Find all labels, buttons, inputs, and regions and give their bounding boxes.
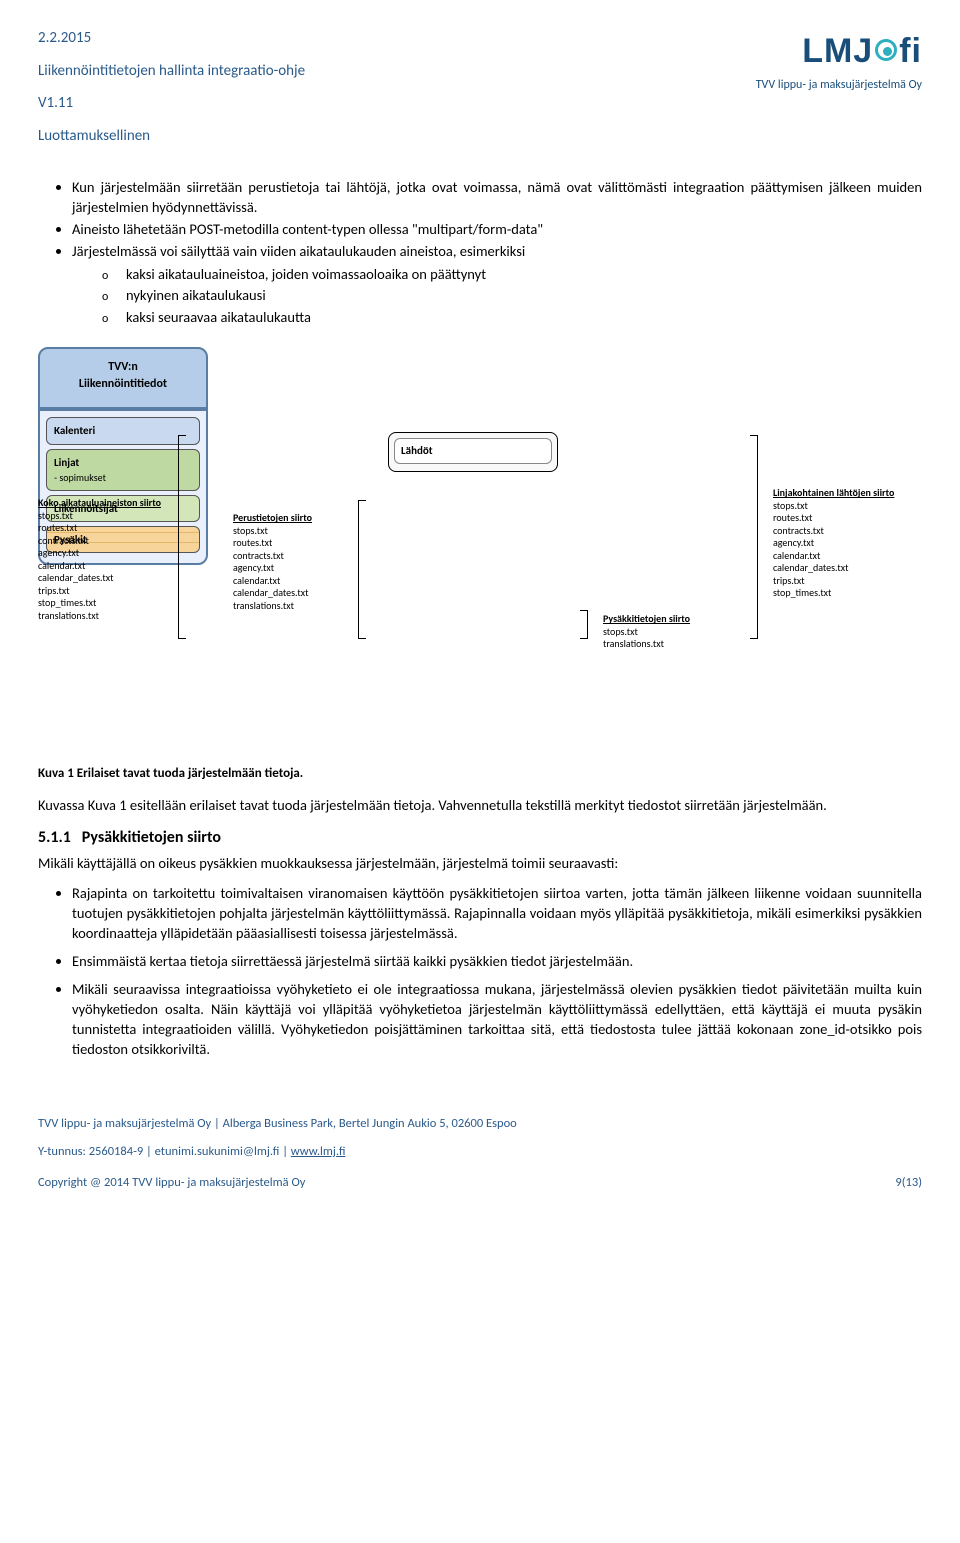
lahdot-label: Lähdöt [394,438,552,463]
sub-bullet: nykyinen aikataulukausi [102,285,922,306]
main-title-line1: TVV:n [108,360,138,374]
doc-title: Liikennöintitietojen hallinta integraati… [38,61,305,82]
header-meta: 2.2.2015 Liikennöintitietojen hallinta i… [38,28,305,159]
logo: LMJ fi TVV lippu- ja maksujärjestelmä Oy [756,28,922,159]
body-bullet: Rajapinta on tarkoitettu toimivaltaisen … [72,883,922,943]
kalenteri-box: Kalenteri [46,417,200,444]
section-heading: 5.1.1 Pysäkkitietojen siirto [38,827,922,849]
body-bullet: Mikäli seuraavissa integraatioissa vyöhy… [72,979,922,1059]
body-bullet-list: Rajapinta on tarkoitettu toimivaltaisen … [38,883,922,1059]
page-header: 2.2.2015 Liikennöintitietojen hallinta i… [38,28,922,159]
list-items: stops.txt translations.txt [603,626,723,651]
page-footer: TVV lippu- ja maksujärjestelmä Oy | Albe… [38,1115,922,1191]
linjat-box: Linjat - sopimukset [46,449,200,491]
logo-text: LMJ fi [756,28,922,75]
bracket-left-full [178,435,186,639]
paragraph: Kuvassa Kuva 1 esitellään erilaiset tava… [38,795,922,815]
paragraph: Mikäli käyttäjällä on oikeus pysäkkien m… [38,853,922,873]
doc-date: 2.2.2015 [38,28,305,49]
footer-link[interactable]: www.lmj.fi [291,1144,346,1159]
diagram-lahdot-box: Lähdöt [388,432,558,472]
list-items: stops.txt routes.txt contracts.txt agenc… [773,500,923,600]
bullet-text: Järjestelmässä voi säilyttää vain viiden… [72,242,525,260]
diagram-list-linjakohtainen: Linjakohtainen lähtöjen siirto stops.txt… [773,487,923,600]
footer-copyright-row: Copyright @ 2014 TVV lippu- ja maksujärj… [38,1174,922,1191]
diagram-list-pysakit: Pysäkkitietojen siirto stops.txt transla… [603,613,723,651]
architecture-diagram: TVV:n Liikennöintitiedot Lähdöt Kalenter… [38,347,922,747]
list-items: stops.txt routes.txt contracts.txt agenc… [233,525,353,613]
copyright-text: Copyright @ 2014 TVV lippu- ja maksujärj… [38,1174,305,1191]
bullet-item: Kun järjestelmään siirretään perustietoj… [72,177,922,217]
figure-caption: Kuva 1 Erilaiset tavat tuoda järjestelmä… [38,765,922,783]
logo-dot-icon [875,39,897,61]
list-items: stops.txt routes.txt contracts.txt agenc… [38,510,173,623]
sub-bullet: kaksi seuraavaa aikataulukautta [102,307,922,328]
bracket-right-full [750,435,758,639]
sub-bullet: kaksi aikatauluaineistoa, joiden voimass… [102,264,922,285]
diagram-main-box: TVV:n Liikennöintitiedot [38,347,208,409]
section-title: Pysäkkitietojen siirto [82,828,221,847]
bullet-item: Aineisto lähetetään POST-metodilla conte… [72,219,922,239]
section-number: 5.1.1 [38,828,71,847]
bullet-item: Järjestelmässä voi säilyttää vain viiden… [72,241,922,328]
diagram-list-perustiedot: Perustietojen siirto stops.txt routes.tx… [233,512,353,612]
bracket-pysakit [580,610,588,639]
logo-domain: fi [899,32,922,70]
bracket-perustiedot [358,500,366,639]
footer-contact: Y-tunnus: 2560184-9 | etunimi.sukunimi@l… [38,1143,922,1160]
diagram-list-full: Koko aikatauluaineiston siirto stops.txt… [38,497,173,622]
main-title-line2: Liikennöintitiedot [79,377,167,391]
page-number: 9(13) [895,1174,922,1191]
doc-version: V1.11 [38,93,305,114]
diagram-main-title: TVV:n Liikennöintitiedot [40,349,206,402]
logo-main: LMJ [802,32,873,70]
linjat-label: Linjat [54,456,79,469]
sub-bullet-list: kaksi aikatauluaineistoa, joiden voimass… [72,264,922,328]
intro-bullet-list: Kun järjestelmään siirretään perustietoj… [38,177,922,328]
logo-subtitle: TVV lippu- ja maksujärjestelmä Oy [756,77,922,94]
linjat-sub: - sopimukset [54,471,106,484]
footer-address: TVV lippu- ja maksujärjestelmä Oy | Albe… [38,1115,922,1132]
footer-contact-text: Y-tunnus: 2560184-9 | etunimi.sukunimi@l… [38,1144,291,1159]
doc-classification: Luottamuksellinen [38,126,305,147]
body-bullet: Ensimmäistä kertaa tietoja siirrettäessä… [72,951,922,971]
